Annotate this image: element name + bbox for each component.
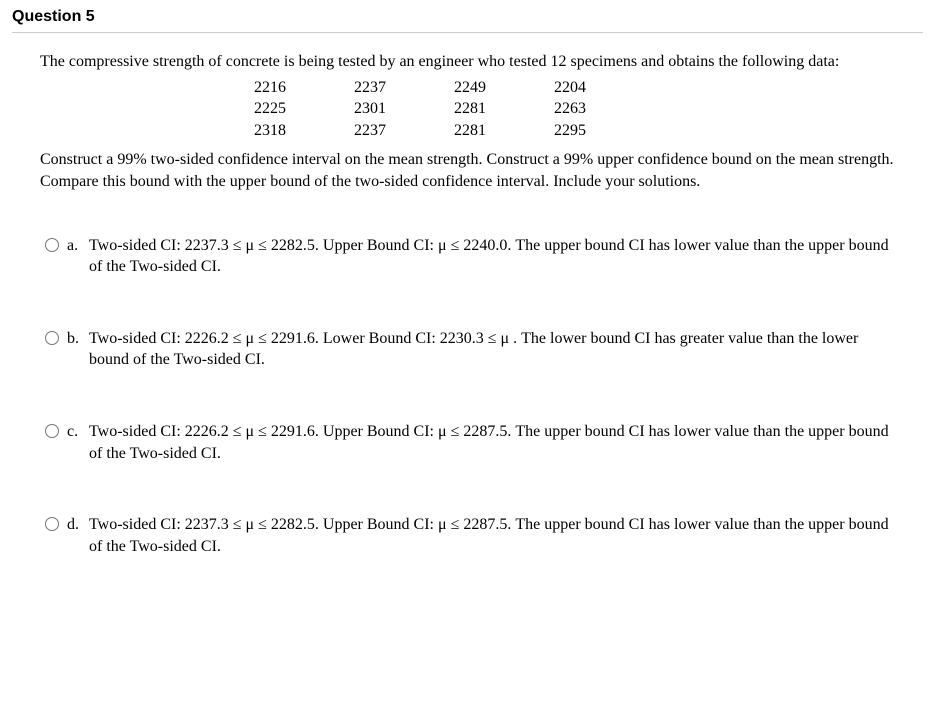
data-cell: 2281 xyxy=(420,120,520,142)
radio-c[interactable] xyxy=(45,424,59,438)
option-letter: d. xyxy=(67,514,83,536)
option-text: Two-sided CI: 2226.2 ≤ μ ≤ 2291.6. Lower… xyxy=(89,328,895,371)
data-cell: 2204 xyxy=(520,77,620,99)
options-list: a. Two-sided CI: 2237.3 ≤ μ ≤ 2282.5. Up… xyxy=(40,235,895,558)
option-letter: c. xyxy=(67,421,83,443)
table-row: 2225 2301 2281 2263 xyxy=(220,98,620,120)
radio-b[interactable] xyxy=(45,331,59,345)
option-text: Two-sided CI: 2237.3 ≤ μ ≤ 2282.5. Upper… xyxy=(89,235,895,278)
option-c[interactable]: c. Two-sided CI: 2226.2 ≤ μ ≤ 2291.6. Up… xyxy=(40,421,895,464)
data-cell: 2237 xyxy=(320,120,420,142)
prompt-task: Construct a 99% two-sided confidence int… xyxy=(40,149,895,192)
table-row: 2216 2237 2249 2204 xyxy=(220,77,620,99)
radio-d[interactable] xyxy=(45,517,59,531)
data-cell: 2295 xyxy=(520,120,620,142)
question-title: Question 5 xyxy=(12,8,95,25)
table-row: 2318 2237 2281 2295 xyxy=(220,120,620,142)
prompt-intro: The compressive strength of concrete is … xyxy=(40,51,895,73)
data-cell: 2263 xyxy=(520,98,620,120)
option-letter: b. xyxy=(67,328,83,350)
option-b[interactable]: b. Two-sided CI: 2226.2 ≤ μ ≤ 2291.6. Lo… xyxy=(40,328,895,371)
data-cell: 2318 xyxy=(220,120,320,142)
data-cell: 2281 xyxy=(420,98,520,120)
data-cell: 2225 xyxy=(220,98,320,120)
option-d[interactable]: d. Two-sided CI: 2237.3 ≤ μ ≤ 2282.5. Up… xyxy=(40,514,895,557)
option-letter: a. xyxy=(67,235,83,257)
data-cell: 2237 xyxy=(320,77,420,99)
option-a[interactable]: a. Two-sided CI: 2237.3 ≤ μ ≤ 2282.5. Up… xyxy=(40,235,895,278)
option-text: Two-sided CI: 2237.3 ≤ μ ≤ 2282.5. Upper… xyxy=(89,514,895,557)
option-text: Two-sided CI: 2226.2 ≤ μ ≤ 2291.6. Upper… xyxy=(89,421,895,464)
data-cell: 2249 xyxy=(420,77,520,99)
radio-a[interactable] xyxy=(45,238,59,252)
question-header: Question 5 xyxy=(12,8,923,33)
question-body: The compressive strength of concrete is … xyxy=(12,51,923,557)
data-cell: 2301 xyxy=(320,98,420,120)
data-cell: 2216 xyxy=(220,77,320,99)
data-table: 2216 2237 2249 2204 2225 2301 2281 2263 … xyxy=(220,77,620,142)
